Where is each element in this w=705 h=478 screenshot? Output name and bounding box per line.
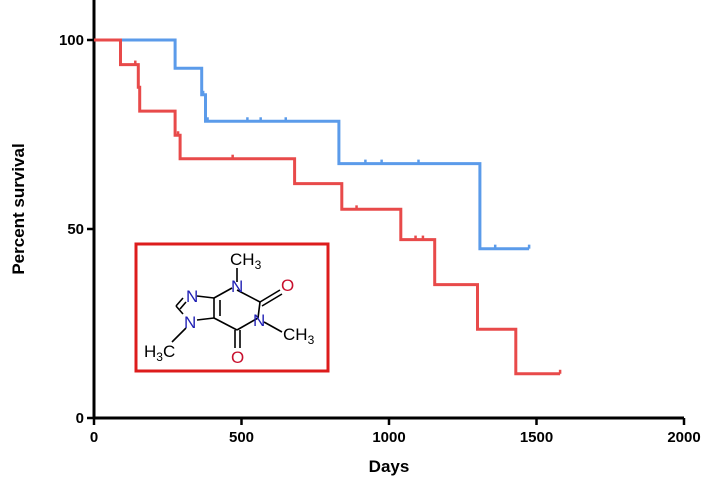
y-tick-label: 0: [76, 410, 84, 427]
caffeine-structure-inset: N N N N O O CH3 CH3 H3C: [134, 242, 330, 373]
atom-n7: N: [184, 313, 196, 332]
x-tick-label: 0: [90, 429, 98, 446]
methyl-left: H3C: [144, 342, 175, 364]
x-tick-label: 1000: [372, 429, 405, 446]
x-ticks: 0 500 1000 1500 2000: [90, 418, 701, 446]
inset-border: [134, 242, 330, 373]
atom-o6: O: [231, 348, 244, 367]
y-tick-label: 50: [67, 221, 84, 238]
y-ticks: 0 50 100: [59, 32, 94, 427]
y-tick-label: 100: [59, 32, 84, 49]
x-tick-label: 1500: [520, 429, 553, 446]
series-1: [94, 38, 531, 251]
atom-n1: N: [253, 311, 265, 330]
atom-n9: N: [186, 287, 198, 306]
series-layer: [94, 38, 562, 376]
molecule-atoms: N N N N O O CH3 CH3 H3C: [144, 250, 315, 367]
x-tick-label: 2000: [667, 429, 700, 446]
atom-o2: O: [281, 276, 294, 295]
methyl-top: CH3: [230, 250, 262, 272]
axes: 0 500 1000 1500 2000 0 50 100: [59, 0, 701, 446]
x-axis-title: Days: [369, 457, 410, 476]
series-2: [94, 38, 562, 376]
y-axis-title: Percent survival: [9, 143, 28, 274]
methyl-right: CH3: [283, 325, 315, 347]
survival-step-line: [94, 38, 530, 251]
atom-n3: N: [231, 277, 243, 296]
survival-step-line: [94, 38, 561, 376]
x-tick-label: 500: [229, 429, 254, 446]
molecule-bonds: [171, 268, 283, 348]
